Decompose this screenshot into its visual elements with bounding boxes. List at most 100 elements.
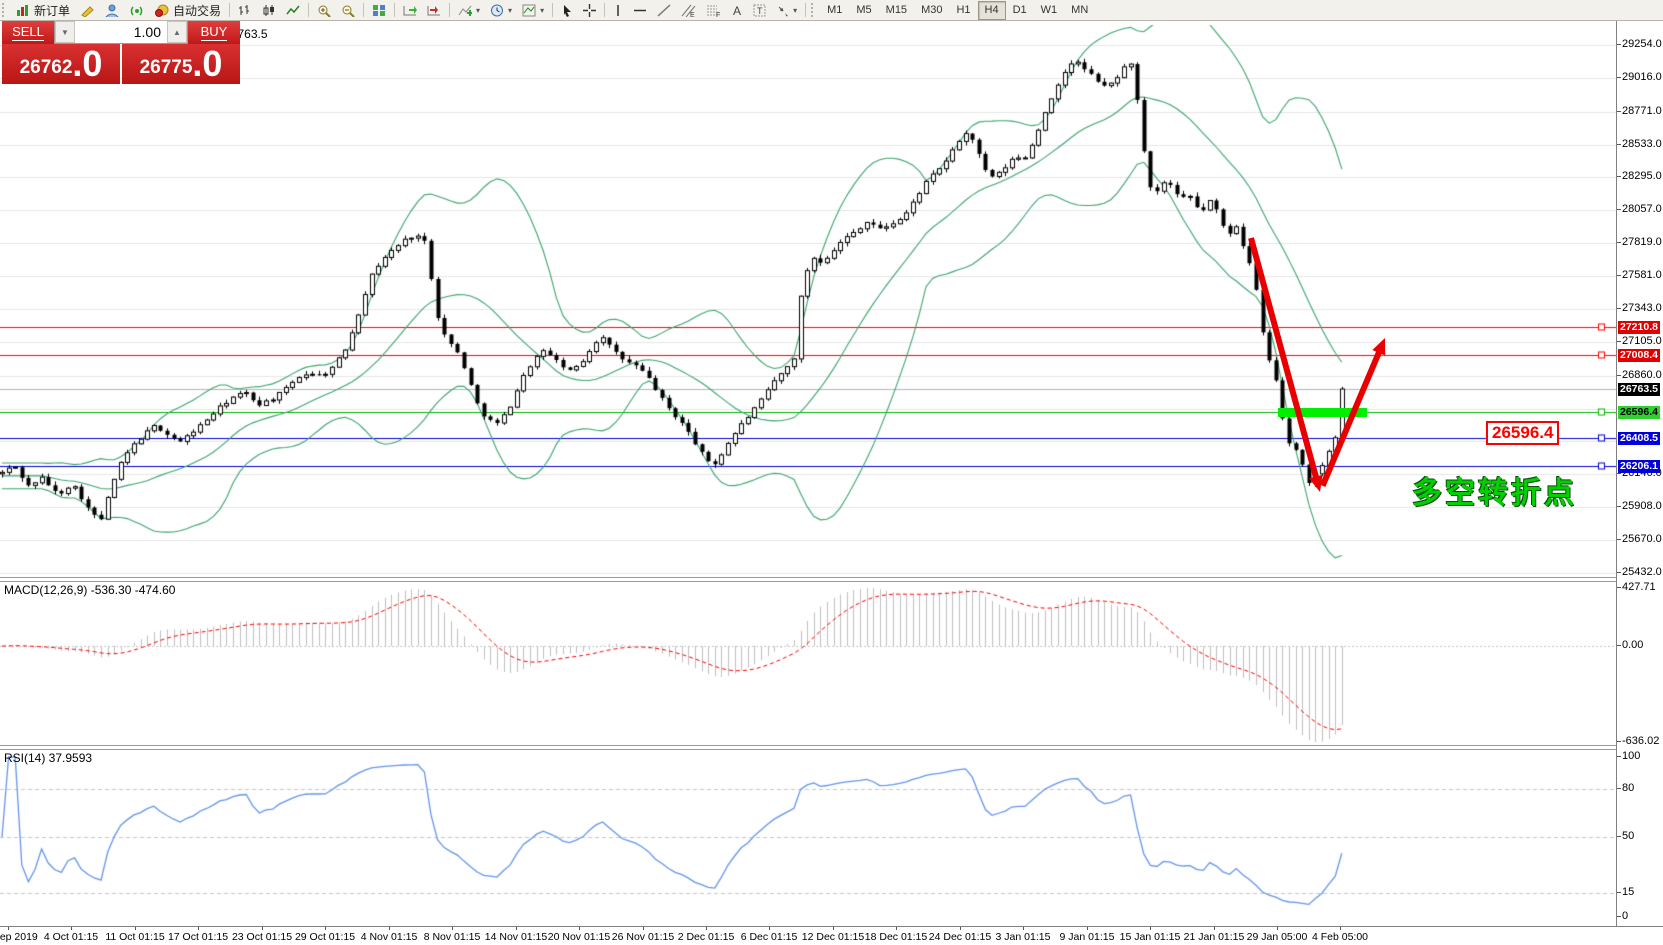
timeframe-d1-button[interactable]: D1 [1012,4,1027,16]
new-order-icon [16,4,31,17]
date-tick-label: 3 Jan 01:15 [995,931,1051,943]
dropdown-caret-icon: ▾ [476,5,481,15]
textA-icon: A [731,4,743,17]
signals-button[interactable] [125,0,150,20]
svg-text:E: E [690,12,695,17]
support-price-label[interactable]: 26596.4 [1486,421,1560,445]
line-chart-button[interactable] [281,0,305,20]
volume-value[interactable]: 1.00 [133,24,161,40]
autotrading-icon [155,4,170,17]
date-tick-mark [1277,927,1278,930]
bar-chart-button[interactable] [233,0,257,20]
template-icon [522,4,536,17]
auto-scroll-button[interactable] [398,0,422,20]
date-tick-mark [71,927,72,930]
date-tick-mark [516,927,517,930]
zoom-in-button[interactable] [312,0,336,20]
horizontal-line-button[interactable] [628,0,652,20]
tile-icon [372,4,386,17]
date-tick-label: 18 Dec 01:15 [864,931,928,943]
volume-increase-button[interactable]: ▲ [167,21,187,43]
crosshair-button[interactable] [578,0,601,20]
barchart-icon [238,4,252,17]
date-tick-label: 9 Jan 01:15 [1059,931,1115,943]
vertical-line-button[interactable] [608,0,628,20]
fibo-icon: F [706,4,721,17]
timeframe-m1-button[interactable]: M1 [827,4,843,16]
chart-shift-button[interactable] [422,0,446,20]
pane-separator-macd[interactable] [0,577,1616,582]
one-click-trade-panel: SELL ▼ 1.00 ▲ BUY 26762 .0 26775 .0 [2,20,240,84]
clock-icon [490,4,504,17]
sell-price-button[interactable]: 26762 .0 [2,44,120,84]
text-label-button[interactable]: T [748,0,771,20]
hline-icon [633,4,647,17]
date-tick-label: 17 Oct 01:15 [167,931,229,943]
trendline-button[interactable] [652,0,676,20]
price-tick-label: 26860.0 [1617,368,1662,381]
dropdown-caret-icon: ▾ [793,5,798,15]
shapes-button[interactable]: ▾ [771,0,802,20]
date-tick-mark [1087,927,1088,930]
toolbar-separator [552,3,554,17]
tile-windows-button[interactable] [367,0,391,20]
price-tick-label: 27343.0 [1617,301,1662,314]
candles-icon [262,4,276,17]
date-tick-label: 29 Jan 05:00 [1246,931,1308,943]
date-tick-mark [452,927,453,930]
timeframe-m5-button[interactable]: M5 [856,4,872,16]
toolbar-grip [811,3,818,17]
chart-window: ▲ HK50-,H4 26563.0 26767.0 26457.5 26763… [0,21,1663,945]
timeframe-mn-button[interactable]: MN [1071,4,1089,16]
svg-text:A: A [733,4,741,17]
date-tick-mark [1023,927,1024,930]
channel-icon: E [681,4,696,17]
publisher-button[interactable] [100,0,125,20]
timeframe-m30-button[interactable]: M30 [921,4,943,16]
buy-price-int: 26775 [139,57,193,78]
signals-icon [130,4,145,17]
date-tick-mark [1150,927,1151,930]
price-tick-label: 28533.0 [1617,137,1662,150]
timeframe-w1-button[interactable]: W1 [1040,4,1058,16]
buy-price-button[interactable]: 26775 .0 [122,44,240,84]
zoom-out-button[interactable] [336,0,360,20]
date-tick-label: 21 Jan 01:15 [1183,931,1245,943]
fibonacci-button[interactable]: F [701,0,726,20]
linechart-icon [286,4,300,17]
toolbar-separator [229,3,231,17]
main-toolbar: 新订单 自动交易 ▾ ▾ ▾ E F A T ▾ M1 M5 M15 M30 H1 H4 D1 W1 MN [0,0,1663,21]
price-chart-canvas[interactable] [0,21,1663,945]
hline-price-badge: 27210.8 [1618,320,1660,334]
periods-button[interactable]: ▾ [485,0,517,20]
text-button[interactable]: A [726,0,748,20]
macd-max-label: 427.71 [1617,581,1656,593]
date-tick-label: 24 Dec 01:15 [928,931,992,943]
candlestick-chart-button[interactable] [257,0,281,20]
buy-button[interactable]: BUY [188,20,240,44]
price-tick-label: 28771.0 [1617,104,1662,117]
pane-separator-rsi[interactable] [0,745,1616,750]
date-tick-label: 29 Oct 01:15 [294,931,356,943]
hline-price-badge: 26206.1 [1618,459,1660,473]
autotrading-button[interactable]: 自动交易 [150,0,226,20]
new-order-button[interactable]: 新订单 [11,0,75,20]
templates-button[interactable]: ▾ [517,0,549,20]
timeframe-h4-button[interactable]: H4 [977,0,1006,20]
history-center-button[interactable] [75,0,100,20]
date-tick-mark [135,927,136,930]
timeframe-m15-button[interactable]: M15 [885,4,908,16]
rsi-level-label: 80 [1616,782,1635,794]
turning-point-annotation[interactable]: 多空转折点 [1412,477,1577,510]
add-indicator-button[interactable]: ▾ [453,0,485,20]
publisher-icon [105,4,120,17]
sell-button[interactable]: SELL [2,20,54,44]
timeframe-h1-button[interactable]: H1 [956,4,971,16]
rsi-level-label: 50 [1616,830,1635,842]
channel-button[interactable]: E [676,0,701,20]
volume-decrease-button[interactable]: ▼ [55,21,75,43]
cursor-button[interactable] [556,0,578,20]
date-tick-mark [325,927,326,930]
date-tick-mark [579,927,580,930]
price-tick-label: 27105.0 [1617,334,1662,347]
